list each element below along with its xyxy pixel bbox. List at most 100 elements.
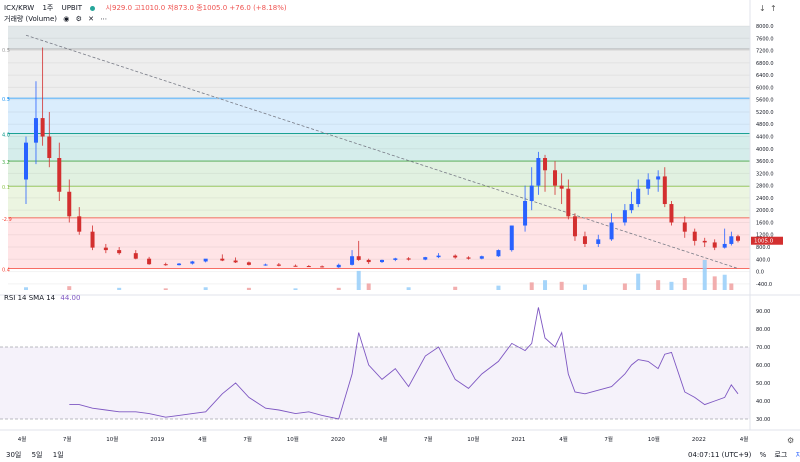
candle-body[interactable]	[336, 264, 341, 268]
candle-body[interactable]	[190, 261, 195, 264]
rsi-line[interactable]	[69, 307, 739, 420]
candle-body[interactable]	[33, 118, 38, 143]
candle-body[interactable]	[523, 200, 528, 226]
fib-band-top	[8, 26, 750, 50]
candle-body[interactable]	[220, 258, 225, 261]
candle-body[interactable]	[553, 170, 558, 186]
candle-body[interactable]	[629, 204, 634, 211]
gear-icon[interactable]: ⚙	[787, 436, 795, 445]
arrow-up-icon[interactable]: ↑	[770, 4, 777, 13]
volume-bar	[669, 281, 674, 290]
candle-body[interactable]	[246, 262, 251, 265]
candle-body[interactable]	[736, 236, 740, 241]
volume-bar	[582, 284, 587, 290]
settings-icon[interactable]: ⚙	[75, 15, 82, 23]
candle-body[interactable]	[582, 236, 587, 244]
candle-body[interactable]	[702, 240, 707, 243]
volume-label[interactable]: 거래량 (Volume)	[4, 15, 58, 23]
candle-body[interactable]	[177, 263, 182, 266]
candle-body[interactable]	[40, 118, 45, 137]
arrow-down-icon[interactable]: ↓	[759, 4, 766, 13]
price-tick-label: 5600.0	[756, 98, 774, 104]
range-button-30d[interactable]: 30일	[6, 451, 22, 459]
candle-body[interactable]	[572, 216, 577, 237]
candle-body[interactable]	[423, 257, 428, 260]
candle-body[interactable]	[682, 222, 687, 232]
candle-body[interactable]	[479, 256, 484, 259]
candle-body[interactable]	[646, 179, 651, 189]
candle-body[interactable]	[57, 158, 62, 192]
candle-body[interactable]	[496, 250, 501, 257]
candle-body[interactable]	[293, 265, 298, 267]
low-value: 873.0	[173, 4, 194, 12]
range-button-1d[interactable]: 1일	[52, 451, 64, 459]
volume-bar	[203, 287, 208, 290]
candle-body[interactable]	[147, 258, 152, 265]
volume-bar	[246, 287, 251, 290]
candle-body[interactable]	[263, 264, 268, 266]
rsi-tick-label: 40.00	[756, 399, 770, 405]
candle-body[interactable]	[466, 257, 471, 259]
close-icon[interactable]: ✕	[88, 15, 95, 23]
candle-body[interactable]	[536, 158, 541, 186]
candle-body[interactable]	[596, 239, 601, 244]
axes: 8000.0 7600.0 7200.0 6800.0 6400.0 6000.0 5600…	[0, 0, 800, 443]
candle-body[interactable]	[636, 188, 641, 205]
candle-body[interactable]	[380, 259, 384, 263]
candle-body[interactable]	[656, 176, 661, 180]
volume-bar	[293, 288, 298, 290]
candle-body[interactable]	[662, 176, 667, 205]
candle-body[interactable]	[77, 216, 82, 232]
percent-toggle[interactable]: %	[759, 451, 767, 459]
rsi-label[interactable]: RSI 14 SMA 14	[4, 294, 56, 302]
log-toggle[interactable]: 로그	[774, 451, 788, 459]
candle-body[interactable]	[163, 264, 168, 266]
price-tick-label: 7200.0	[756, 49, 774, 55]
candle-body[interactable]	[669, 204, 674, 223]
candle-body[interactable]	[133, 253, 138, 259]
time-tick-label: 7월	[63, 435, 72, 443]
price-tick-label: 3600.0	[756, 159, 774, 165]
candle-body[interactable]	[103, 247, 108, 251]
candle-body[interactable]	[90, 231, 95, 248]
clock-time[interactable]: 04:07:11 (UTC+9)	[688, 451, 752, 459]
auto-toggle[interactable]: 자동	[795, 451, 800, 459]
candle-body[interactable]	[47, 136, 52, 158]
candle-body[interactable]	[24, 142, 28, 180]
candle-body[interactable]	[356, 256, 361, 260]
candle-body[interactable]	[117, 250, 122, 254]
volume-legend[interactable]: 거래량 (Volume) ◉ ⚙ ✕ ⋯	[4, 14, 107, 24]
symbol-legend[interactable]: ICX/KRW 1주 UPBIT 시929.0 고1010.0 저873.0 종…	[4, 3, 287, 13]
candle-body[interactable]	[622, 210, 627, 223]
candle-body[interactable]	[233, 260, 238, 263]
candle-body[interactable]	[729, 236, 734, 244]
candle-body[interactable]	[453, 255, 458, 258]
volume-bar	[559, 281, 564, 290]
candle-body[interactable]	[366, 259, 371, 263]
candle-body[interactable]	[609, 222, 614, 240]
candle-body[interactable]	[529, 185, 534, 201]
rsi-legend[interactable]: RSI 14 SMA 14 44.00	[4, 294, 80, 302]
candle-body[interactable]	[306, 266, 311, 268]
candle-body[interactable]	[712, 242, 717, 248]
more-icon[interactable]: ⋯	[100, 15, 108, 23]
candle-body[interactable]	[203, 258, 208, 262]
candle-body[interactable]	[350, 256, 355, 265]
candle-body[interactable]	[692, 231, 697, 241]
candle-body[interactable]	[722, 243, 727, 248]
candle-body[interactable]	[566, 188, 571, 217]
candle-body[interactable]	[543, 158, 548, 171]
candle-body[interactable]	[406, 258, 411, 260]
candle-body[interactable]	[276, 264, 281, 266]
candle-body[interactable]	[320, 266, 325, 268]
candle-body[interactable]	[393, 258, 398, 260]
candle-body[interactable]	[67, 191, 72, 217]
candle-body[interactable]	[436, 255, 441, 258]
range-button-5d[interactable]: 5일	[31, 451, 43, 459]
volume-bar	[117, 287, 122, 290]
symbol-name[interactable]: ICX/KRW	[4, 4, 35, 12]
candle-body[interactable]	[509, 225, 514, 251]
candle-body[interactable]	[559, 185, 564, 189]
eye-icon[interactable]: ◉	[63, 15, 70, 23]
